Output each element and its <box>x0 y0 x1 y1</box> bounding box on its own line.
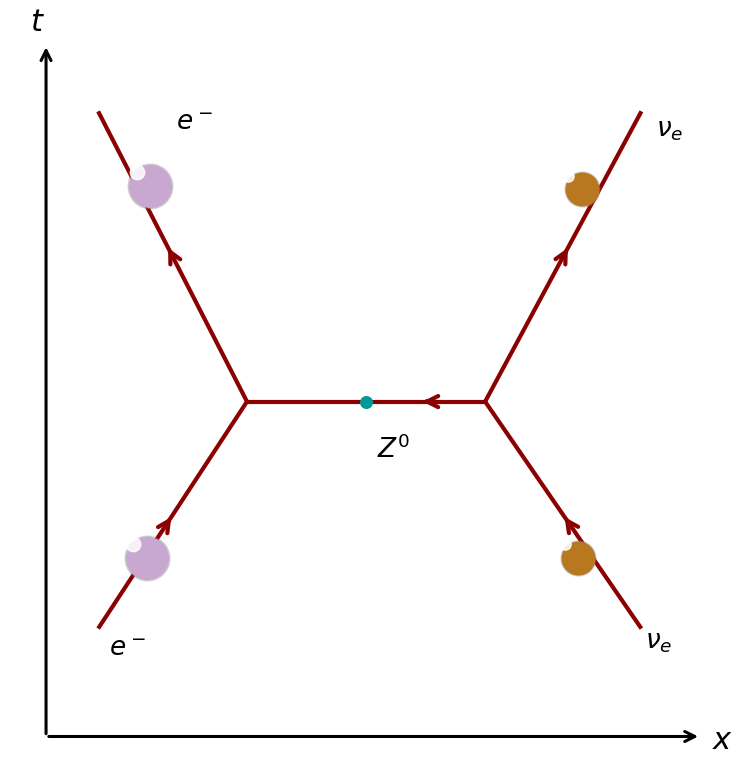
Text: $\nu_e$: $\nu_e$ <box>645 628 672 654</box>
Point <box>140 551 152 564</box>
Point <box>572 551 584 564</box>
Point <box>576 184 588 196</box>
Text: $e^-$: $e^-$ <box>176 110 213 135</box>
Point <box>140 551 152 564</box>
Text: $e^-$: $e^-$ <box>109 636 146 662</box>
Point <box>144 180 156 192</box>
Text: $Z^0$: $Z^0$ <box>377 435 410 464</box>
Text: $\nu_e$: $\nu_e$ <box>657 117 684 143</box>
Text: $x$: $x$ <box>712 726 734 755</box>
Point <box>559 538 571 551</box>
Point <box>127 538 139 551</box>
Point <box>576 184 588 196</box>
Point <box>562 170 574 182</box>
Text: $t$: $t$ <box>30 8 45 37</box>
Point <box>360 396 372 408</box>
Point <box>572 551 584 564</box>
Point <box>144 180 156 192</box>
Point <box>131 166 143 178</box>
